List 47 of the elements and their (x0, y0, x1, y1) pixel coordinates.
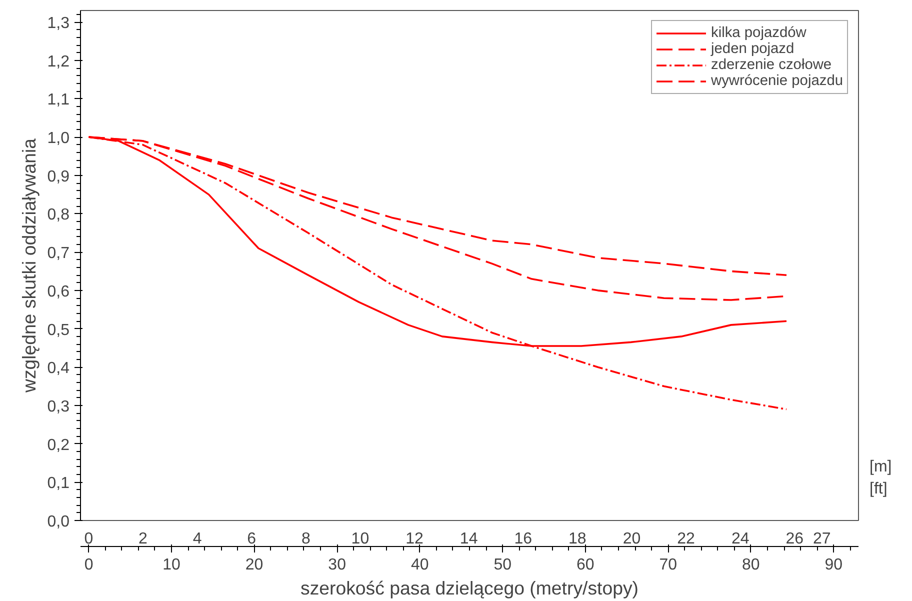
y-tick-label: 0,6 (47, 283, 70, 300)
y-tick-label: 0,9 (47, 168, 70, 186)
y-axis-title: względne skutki oddziaływania (18, 138, 40, 394)
y-tick-label: 1,0 (47, 130, 70, 148)
legend-label: jeden pojazd (711, 41, 794, 57)
x2-tick-label: 12 (406, 530, 424, 548)
x2-tick-label: 26 (786, 530, 804, 548)
y-tick-label: 0,5 (47, 322, 70, 339)
x2-tick-label: 8 (301, 530, 310, 548)
x-tick-label: 30 (328, 556, 346, 574)
legend-label: kilka pojazdów (711, 25, 806, 41)
y-tick-label: 0,3 (47, 398, 70, 416)
y-tick-label: 0,7 (47, 245, 70, 262)
x2-tick-label: 2 (138, 530, 148, 548)
x2-tick-label: 16 (514, 530, 532, 548)
x2-tick-label: 27 (812, 530, 831, 548)
y-tick-label: 0,8 (47, 206, 70, 224)
text: [m] (870, 458, 892, 476)
x2-tick-label: 10 (351, 530, 370, 548)
x2-tick-label: 24 (731, 530, 750, 548)
x-tick-label: 0 (84, 556, 94, 574)
x2-tick-label: 22 (677, 530, 696, 548)
x2-tick-label: 0 (84, 530, 94, 548)
legend-label: zderzenie czołowe (711, 57, 832, 73)
x-tick-label: 50 (494, 556, 512, 574)
legend-label: wywrócenie pojazdu (711, 73, 843, 89)
x-tick-label: 80 (742, 556, 760, 574)
y-tick-label: 0,4 (47, 360, 70, 378)
x-tick-label: 40 (410, 556, 429, 574)
x-tick-label: 20 (245, 556, 264, 574)
y-tick-label: 1,2 (47, 53, 70, 70)
x2-tick-label: 20 (622, 530, 641, 548)
text: [ft] (870, 480, 888, 498)
y-tick-label: 1,1 (47, 92, 70, 109)
x2-tick-label: 14 (460, 530, 478, 548)
x2-tick-label: 6 (247, 530, 256, 548)
y-tick-label: 0,2 (47, 436, 70, 454)
y-tick-label: 0,0 (47, 514, 70, 530)
x-tick-label: 10 (162, 556, 181, 574)
x2-tick-label: 18 (568, 530, 586, 548)
y-tick-label: 0,1 (47, 475, 70, 492)
x-tick-label: 70 (659, 556, 678, 574)
x-tick-label: 90 (824, 556, 843, 574)
y-tick-label: 1,3 (47, 15, 70, 32)
x2-tick-label: 4 (192, 530, 202, 548)
x-tick-label: 60 (576, 556, 594, 574)
x-axis-title: szerokość pasa dzielącego (metry/stopy) (300, 578, 639, 598)
